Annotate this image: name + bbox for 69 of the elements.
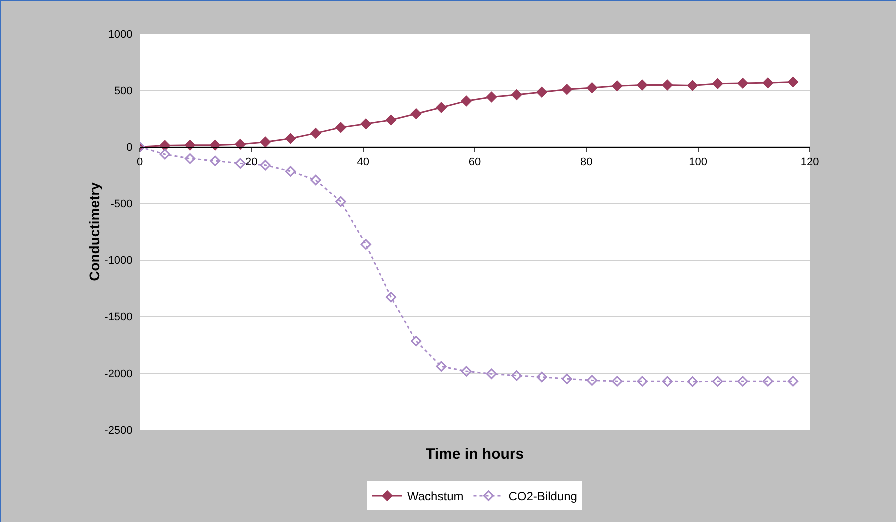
point: [738, 78, 748, 89]
point: [386, 114, 397, 126]
point: [562, 374, 572, 384]
point: [436, 361, 447, 372]
point: [411, 108, 422, 120]
y-tick-label: 0: [126, 142, 133, 154]
point: [285, 133, 296, 144]
point: [712, 376, 724, 387]
y-tick-label: -1500: [104, 312, 133, 324]
point: [260, 136, 271, 148]
x-tick-label: 120: [800, 156, 820, 168]
point: [486, 368, 498, 380]
point: [210, 156, 221, 166]
y-tick-label: -2500: [104, 424, 133, 437]
point: [637, 376, 648, 387]
point: [285, 166, 296, 177]
point: [160, 149, 170, 160]
point: [486, 92, 498, 103]
legend-label: Wachstum: [408, 490, 464, 504]
legend-label: CO2-Bildung: [508, 490, 578, 504]
x-tick-label: 20: [246, 156, 258, 168]
point: [687, 80, 698, 92]
x-tick-label: 60: [468, 156, 482, 168]
point: [260, 160, 271, 171]
point: [210, 140, 221, 151]
point: [536, 87, 548, 98]
point: [512, 370, 522, 382]
y-tick-label: -1000: [104, 255, 133, 268]
x-tick-label: 100: [689, 156, 708, 168]
y-axis-title: Conductimetry: [86, 182, 103, 282]
x-axis-title: Time in hours: [426, 446, 524, 463]
point: [762, 78, 774, 88]
point: [461, 96, 472, 107]
point: [235, 158, 246, 169]
x-tick-label: 40: [357, 156, 370, 168]
y-tick-label: -500: [110, 198, 133, 211]
point: [461, 366, 472, 377]
point: [738, 376, 748, 387]
point: [436, 102, 447, 114]
point: [360, 118, 372, 130]
point: [536, 372, 548, 383]
point: [612, 376, 623, 387]
point: [586, 82, 598, 94]
point: [310, 128, 322, 139]
point: [310, 174, 322, 186]
point: [336, 196, 346, 208]
point: [184, 140, 196, 151]
point: [184, 154, 196, 164]
y-tick-label: 1000: [108, 28, 133, 41]
point: [562, 84, 572, 95]
y-tick-label: -2000: [104, 368, 133, 380]
y-tick-label: 500: [114, 85, 133, 98]
point: [788, 76, 799, 88]
point: [586, 375, 598, 386]
point: [411, 336, 422, 347]
x-tick-label: 80: [580, 156, 593, 168]
point: [637, 80, 648, 91]
point: [336, 122, 346, 133]
point: [512, 90, 522, 100]
point: [712, 78, 724, 90]
point: [662, 80, 673, 91]
point: [687, 376, 698, 388]
point: [612, 80, 623, 92]
point: [235, 139, 246, 150]
point: [386, 292, 397, 303]
point: [662, 376, 673, 387]
point: [788, 376, 799, 387]
point: [762, 376, 774, 387]
point: [360, 239, 372, 250]
